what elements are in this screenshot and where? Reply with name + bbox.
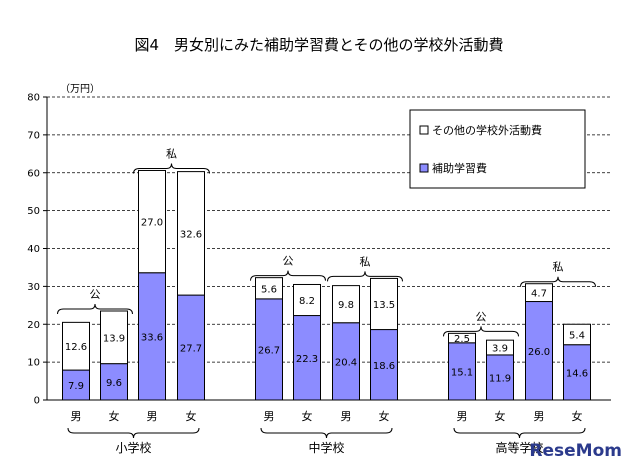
bar-other-4 bbox=[255, 277, 283, 300]
data-label-other: 5.4 bbox=[569, 330, 585, 341]
y-tick-label: 20 bbox=[27, 320, 40, 331]
bar-hojo-5 bbox=[293, 315, 321, 401]
logo: ReseMom bbox=[529, 441, 622, 461]
category-label: 男 bbox=[457, 410, 468, 423]
section-label: 中学校 bbox=[308, 440, 344, 455]
data-label-other: 9.8 bbox=[338, 300, 354, 311]
bar-hojo-10 bbox=[525, 301, 553, 401]
y-tick-label: 0 bbox=[34, 396, 40, 407]
data-label-hojo: 18.6 bbox=[373, 361, 395, 372]
data-label-hojo: 9.6 bbox=[106, 378, 122, 389]
y-tick-label: 30 bbox=[27, 282, 40, 293]
group-label: 私 bbox=[360, 255, 371, 268]
group-label: 私 bbox=[553, 261, 564, 274]
bar-other-11 bbox=[563, 323, 591, 346]
bar-hojo-8 bbox=[448, 342, 476, 401]
category-label: 男 bbox=[71, 410, 82, 423]
group-brace bbox=[443, 326, 519, 337]
category-label: 男 bbox=[341, 410, 352, 423]
y-tick-label: 70 bbox=[27, 130, 40, 141]
legend-swatch bbox=[419, 163, 429, 173]
bars-layer bbox=[62, 169, 591, 401]
legend-box bbox=[409, 109, 586, 189]
bar-other-10 bbox=[525, 283, 553, 303]
data-label-hojo: 26.0 bbox=[528, 347, 550, 358]
group-label: 公 bbox=[283, 255, 294, 268]
group-label: 公 bbox=[90, 288, 101, 301]
data-label-hojo: 20.4 bbox=[335, 357, 357, 368]
data-label-other: 4.7 bbox=[531, 289, 547, 300]
category-label: 男 bbox=[534, 410, 545, 423]
bar-other-0 bbox=[62, 321, 90, 371]
category-label: 女 bbox=[495, 409, 506, 423]
group-brace bbox=[57, 303, 133, 315]
y-tick-label: 40 bbox=[27, 244, 40, 255]
group-label: 私 bbox=[166, 147, 177, 160]
bar-other-5 bbox=[293, 283, 321, 317]
legend-label: 補助学習費 bbox=[432, 161, 487, 175]
chart-title: 図4 男女別にみた補助学習費とその他の学校外活動費 bbox=[134, 36, 503, 54]
data-label-hojo: 33.6 bbox=[141, 332, 163, 343]
axis-layer: 0 10 20 30 40 50 60 70 80 bbox=[27, 93, 611, 407]
category-label: 女 bbox=[572, 409, 583, 423]
legend-swatch bbox=[419, 125, 429, 135]
data-label-hojo: 22.3 bbox=[296, 354, 318, 365]
bar-other-6 bbox=[332, 285, 360, 324]
bar-other-3 bbox=[177, 171, 205, 296]
bar-other-1 bbox=[100, 310, 128, 365]
bar-hojo-4 bbox=[255, 298, 283, 401]
bar-other-7 bbox=[370, 277, 398, 331]
data-label-hojo: 26.7 bbox=[258, 345, 280, 356]
data-label-other: 2.5 bbox=[454, 334, 470, 345]
legend-label: その他の学校外活動費 bbox=[432, 123, 542, 137]
bar-other-9 bbox=[486, 339, 514, 356]
y-tick-label: 50 bbox=[27, 206, 40, 217]
y-tick-label: 60 bbox=[27, 168, 40, 179]
section-brace bbox=[453, 427, 586, 439]
data-label-other: 3.9 bbox=[492, 344, 508, 355]
category-label: 女 bbox=[379, 409, 390, 423]
labels-layer: 7.9 12.6 男 9.6 13.9 女 33.6 27.0 男 27.7 32.6 女 26.7 5.… bbox=[57, 147, 596, 455]
bar-hojo-0 bbox=[62, 369, 90, 401]
section-brace bbox=[260, 427, 393, 439]
data-label-other: 27.0 bbox=[141, 218, 163, 229]
data-label-other: 32.6 bbox=[180, 229, 202, 240]
bar-other-8 bbox=[448, 332, 476, 344]
section-label: 高等学校 bbox=[495, 440, 543, 455]
bar-hojo-3 bbox=[177, 294, 205, 401]
data-label-other: 12.6 bbox=[65, 342, 87, 353]
category-label: 女 bbox=[302, 409, 313, 423]
data-label-other: 5.6 bbox=[261, 284, 277, 295]
data-label-hojo: 27.7 bbox=[180, 344, 202, 355]
section-label: 小学校 bbox=[115, 440, 151, 455]
data-label-other: 13.9 bbox=[103, 333, 125, 344]
data-label-other: 13.5 bbox=[373, 300, 395, 311]
data-label-hojo: 15.1 bbox=[451, 367, 473, 378]
group-label: 公 bbox=[476, 310, 487, 323]
category-label: 女 bbox=[109, 409, 120, 423]
y-tick-label: 80 bbox=[27, 93, 40, 104]
category-label: 男 bbox=[147, 410, 158, 423]
group-brace bbox=[520, 276, 596, 287]
data-label-hojo: 14.6 bbox=[566, 368, 588, 379]
y-axis-unit-label: （万円） bbox=[60, 83, 100, 95]
bar-other-2 bbox=[138, 169, 166, 274]
data-label-hojo: 7.9 bbox=[68, 381, 84, 392]
data-label-other: 8.2 bbox=[299, 296, 315, 307]
category-label: 男 bbox=[264, 410, 275, 423]
bar-hojo-2 bbox=[138, 272, 166, 401]
group-brace bbox=[250, 270, 326, 281]
section-brace bbox=[67, 427, 200, 439]
y-tick-label: 10 bbox=[27, 358, 40, 369]
logo-wordmark: ReseMom bbox=[529, 441, 622, 461]
data-label-hojo: 11.9 bbox=[489, 373, 511, 384]
bar-hojo-7 bbox=[370, 329, 398, 401]
category-label: 女 bbox=[186, 409, 197, 423]
